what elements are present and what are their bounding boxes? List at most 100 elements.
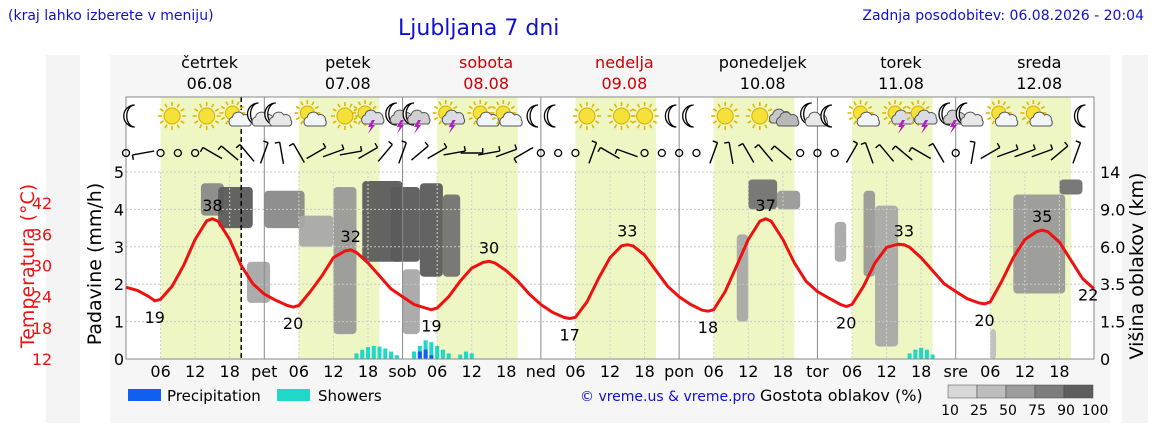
cloud-density-patch: [1059, 179, 1083, 195]
cloud-density-patch: [748, 179, 778, 210]
cloud-density-scale-label: 25: [970, 403, 988, 419]
temperature-value-label: 20: [836, 314, 856, 333]
moon-icon: [543, 104, 556, 128]
cloud-density-patch: [442, 194, 461, 277]
sun-icon: [330, 102, 359, 130]
wind-barb-icon: [908, 146, 932, 160]
wind-barb-icon: [495, 144, 518, 158]
cloud-density-scale-swatch: [947, 384, 978, 399]
wind-barb-icon: [306, 142, 327, 160]
calm-wind-icon: [830, 148, 839, 158]
moon-icon: [664, 104, 677, 128]
cloud-density-patch: [834, 221, 847, 262]
cloud-density-patch: [777, 190, 801, 210]
temperature-tick-label: 30: [32, 257, 52, 276]
x-tick-label: 06: [704, 362, 724, 381]
day-name: torek: [880, 53, 922, 72]
wind-barb-icon: [1072, 140, 1082, 164]
shower-bar: [354, 353, 359, 359]
wind-barb-icon: [709, 140, 719, 164]
wind-barb-icon: [860, 142, 874, 164]
calm-wind-icon: [657, 148, 667, 158]
precipitation-bar: [423, 349, 428, 359]
precipitation-legend-label: Precipitation: [167, 387, 261, 405]
x-tick-label: 12: [738, 362, 758, 381]
precipitation-tick-label: 3: [114, 238, 124, 257]
precipitation-tick-label: 1: [114, 313, 124, 332]
day-date: 07.08: [325, 74, 371, 93]
shower-bar: [913, 349, 918, 359]
shower-bar: [907, 353, 912, 359]
sun-cloud-icon: [490, 100, 523, 127]
shower-bar: [377, 346, 382, 359]
cloud-density-scale-swatch: [1034, 384, 1065, 399]
x-tick-label: pon: [664, 362, 694, 381]
x-tick-label: sob: [388, 362, 416, 381]
day-date: 09.08: [601, 74, 647, 93]
precipitation-bar: [417, 351, 422, 359]
wind-barb-icon: [928, 142, 945, 163]
temperature-tick-label: 12: [32, 350, 52, 369]
x-tick-label: 06: [842, 362, 862, 381]
wind-barb-icon: [131, 150, 155, 160]
sun-cloud-icon: [219, 100, 252, 127]
wind-barb-icon: [980, 142, 1001, 160]
shower-bar: [458, 354, 463, 359]
wind-barb-icon: [770, 145, 792, 161]
temperature-value-label: 38: [202, 196, 222, 215]
moon-storm-icon: [402, 102, 431, 134]
calm-wind-icon: [795, 148, 805, 158]
temperature-tick-label: 18: [32, 319, 52, 338]
wind-barb-icon: [754, 144, 774, 162]
x-tick-label: 18: [911, 362, 931, 381]
wind-barb-icon: [724, 141, 734, 164]
cloud-density-scale-label: 90: [1057, 403, 1075, 419]
cloud-density-patch: [333, 186, 357, 335]
calm-wind-icon: [571, 148, 580, 158]
x-tick-label: 12: [1015, 362, 1035, 381]
temperature-value-label: 18: [698, 318, 718, 337]
plot-frame: [125, 96, 1095, 360]
cloud-density-patch: [419, 183, 443, 277]
wind-barb-icon: [235, 144, 255, 162]
shower-bar: [446, 353, 451, 359]
day-name: četrtek: [181, 53, 239, 72]
cloud-density-scale-label: 10: [941, 403, 959, 419]
precipitation-legend-swatch: [128, 389, 161, 401]
x-tick-label: 18: [773, 362, 793, 381]
credit-link[interactable]: © vreme.us & vreme.pro: [580, 389, 755, 405]
temperature-value-label: 33: [894, 222, 914, 241]
day-name: sobota: [459, 53, 513, 72]
cloud-density-patch: [990, 329, 997, 359]
day-name: nedelja: [595, 53, 654, 72]
cloud-density-patch: [264, 190, 305, 229]
precipitation-axis-title: Padavine (mm/h): [84, 183, 106, 346]
cloud-density-patch: [218, 186, 253, 229]
left-gutter: [46, 55, 80, 423]
temperature-value-label: 19: [421, 317, 441, 336]
cloud-height-tick-label: 3.5: [1100, 275, 1125, 294]
sun-icon: [711, 102, 740, 130]
showers-legend-swatch: [277, 389, 310, 401]
temperature-value-label: 19: [145, 308, 165, 327]
x-tick-label: 18: [634, 362, 654, 381]
precipitation-tick-label: 2: [114, 275, 124, 294]
day-date: 10.08: [740, 74, 786, 93]
wind-barb-icon: [217, 145, 239, 161]
temperature-value-label: 32: [341, 227, 361, 246]
day-name: petek: [325, 53, 371, 72]
x-tick-label: 18: [220, 362, 240, 381]
cloud-height-tick-label: 6.0: [1100, 238, 1125, 257]
cloud-density-patch: [298, 215, 334, 247]
cloud-height-axis-title: Višina oblakov (km): [1126, 173, 1148, 360]
cloud-density-scale-swatch: [1005, 384, 1036, 399]
cloud-density-scale-swatch: [1063, 384, 1094, 399]
shower-bar: [383, 348, 388, 359]
wind-barb-icon: [288, 142, 305, 163]
x-tick-label: 12: [462, 362, 482, 381]
shower-bar: [412, 351, 417, 359]
wind-barb-icon: [1031, 144, 1054, 158]
sun-cloud-icon: [847, 100, 880, 127]
calm-wind-icon: [156, 148, 165, 158]
wind-barb-icon: [597, 146, 620, 160]
